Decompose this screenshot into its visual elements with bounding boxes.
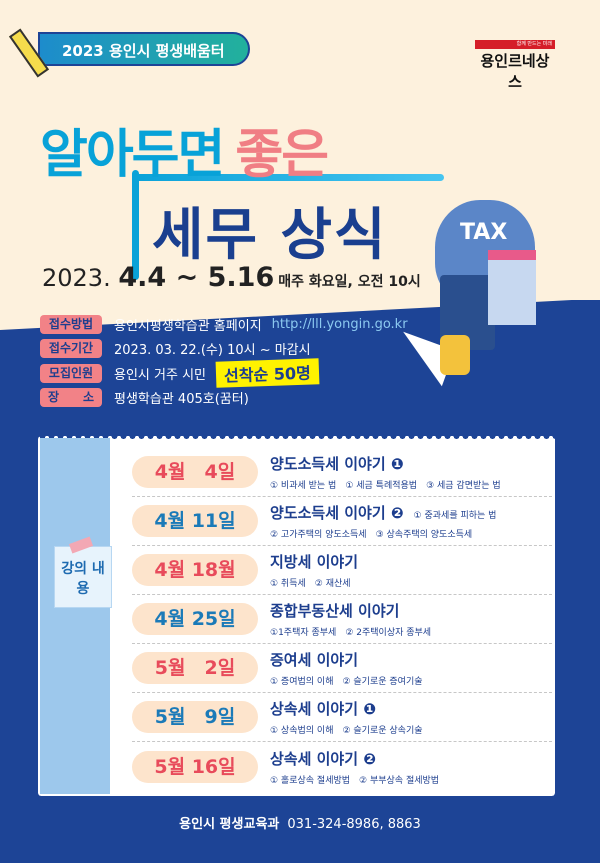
- lecture-list: 4월 4일 양도소득세 이야기 ❶ ① 비과세 받는 법 ① 세금 특례적용법 ③ …: [132, 448, 552, 791]
- schedule: 매주 화요일, 오전 10시: [278, 274, 421, 290]
- lecture-item: 5월 16일 상속세 이야기 ❷ ① 홀로상속 절세방법 ② 부부상속 절세방법: [132, 742, 552, 791]
- program-badge: 2023 용인시 평생배움터: [38, 32, 250, 66]
- lecture-title: 지방세 이야기: [270, 553, 359, 571]
- card-side-strip: [40, 438, 110, 794]
- title-decoration: [132, 170, 139, 280]
- year: 2023.: [42, 264, 111, 292]
- info-list: 접수방법 용인시평생학습관 홈페이지 http://lll.yongin.go.kr…: [40, 312, 408, 410]
- department: 용인시 평생교육과: [179, 817, 280, 832]
- lecture-title: 상속세 이야기 ❷: [270, 749, 376, 768]
- title-underline: [132, 174, 444, 181]
- capacity-highlight: 선착순 50명: [215, 358, 320, 388]
- title-line-2: 세무 상식: [152, 203, 388, 268]
- info-label: 접수방법: [40, 314, 102, 334]
- lecture-date: 4월 25일: [132, 603, 258, 635]
- lecture-title: 양도소득세 이야기 ❶: [270, 455, 404, 473]
- info-label: 접수기간: [40, 339, 102, 358]
- lecture-topic-side: ① 중과세를 피하는 법: [413, 511, 497, 521]
- lecture-topics: ② 고가주택의 양도소득세 ③ 상속주택의 양도소득세: [270, 530, 473, 540]
- lecture-date: 4월 11일: [132, 505, 258, 537]
- date-range: 4.4 ~ 5.16: [118, 262, 275, 293]
- tax-label: TAX: [460, 220, 508, 245]
- house-icon: [488, 250, 536, 325]
- lecture-topics: ①1주택자 종부세 ② 2주택이상자 종부세: [270, 628, 432, 638]
- lecture-topics: ① 상속법의 이해 ② 슬기로운 상속기술: [270, 726, 423, 736]
- lecture-title: 상속세 이야기 ❶: [270, 700, 376, 718]
- logo-tagline: 함께 만드는 미래: [475, 40, 555, 49]
- lecture-item: 4월 25일 종합부동산세 이야기 ①1주택자 종부세 ② 2주택이상자 종부세: [132, 595, 552, 644]
- tax-illustration: TAX: [430, 190, 570, 375]
- lecture-topics: ① 홀로상속 절세방법 ② 부부상속 절세방법: [270, 775, 440, 786]
- info-value: 평생학습관 405호(꿈터): [114, 392, 249, 407]
- registration-link[interactable]: http://lll.yongin.go.kr: [271, 316, 408, 332]
- lecture-title: 증여세 이야기: [270, 651, 359, 669]
- info-value: 용인시 거주 시민: [114, 367, 206, 383]
- lecture-item: 5월 9일 상속세 이야기 ❶ ① 상속법의 이해 ② 슬기로운 상속기술: [132, 693, 552, 742]
- lecture-item: 4월 4일 양도소득세 이야기 ❶ ① 비과세 받는 법 ① 세금 특례적용법 ③ …: [132, 448, 552, 497]
- lecture-item: 4월 18월 지방세 이야기 ① 취득세 ② 재산세: [132, 546, 552, 595]
- lecture-item: 5월 2일 증여세 이야기 ① 증여법의 이해 ② 슬기로운 증여기술: [132, 644, 552, 693]
- lecture-topics: ① 취득세 ② 재산세: [270, 579, 351, 589]
- logo-name: 용인르네상스: [480, 52, 550, 91]
- title-part: 알아두면: [40, 125, 225, 185]
- footer-contact: 용인시 평생교육과 031-324-8986, 8863: [0, 813, 600, 832]
- info-label: 모집인원: [40, 363, 102, 383]
- info-value: 2023. 03. 22.(수) 10시 ~ 마감시: [114, 343, 311, 358]
- lecture-date: 4월 4일: [132, 456, 258, 488]
- lecture-date: 5월 9일: [132, 701, 258, 733]
- phone-number: 031-324-8986, 8863: [287, 817, 421, 832]
- lecture-title: 양도소득세 이야기 ❷: [270, 504, 404, 522]
- info-row-capacity: 모집인원 용인시 거주 시민 선착순 50명: [40, 358, 408, 388]
- info-row-location: 장 소 평생학습관 405호(꿈터): [40, 386, 408, 410]
- title-line-1: 알아두면 좋은: [40, 112, 329, 187]
- lecture-topics: ① 비과세 받는 법 ① 세금 특례적용법 ③ 세금 감면받는 법: [270, 481, 501, 491]
- coins-icon: [440, 335, 470, 375]
- info-label: 장 소: [40, 388, 102, 407]
- lecture-item: 4월 11일 양도소득세 이야기 ❷ ① 중과세를 피하는 법 ② 고가주택의 양도소…: [132, 497, 552, 546]
- lecture-date: 5월 2일: [132, 652, 258, 684]
- section-label: 강의 내용: [54, 546, 112, 608]
- lecture-title: 종합부동산세 이야기: [270, 602, 400, 620]
- info-row-period: 접수기간 2023. 03. 22.(수) 10시 ~ 마감시: [40, 337, 408, 361]
- event-dates: 2023. 4.4 ~ 5.16 매주 화요일, 오전 10시: [42, 262, 421, 293]
- lecture-date: 4월 18월: [132, 554, 258, 586]
- yongin-renaissance-logo: 함께 만드는 미래 용인르네상스: [475, 40, 555, 92]
- info-row-method: 접수방법 용인시평생학습관 홈페이지 http://lll.yongin.go.kr: [40, 312, 408, 336]
- lecture-topics: ① 증여법의 이해 ② 슬기로운 증여기술: [270, 677, 423, 687]
- info-value: 용인시평생학습관 홈페이지: [114, 318, 262, 334]
- lecture-date: 5월 16일: [132, 750, 258, 783]
- title-highlight: 좋은: [235, 125, 329, 185]
